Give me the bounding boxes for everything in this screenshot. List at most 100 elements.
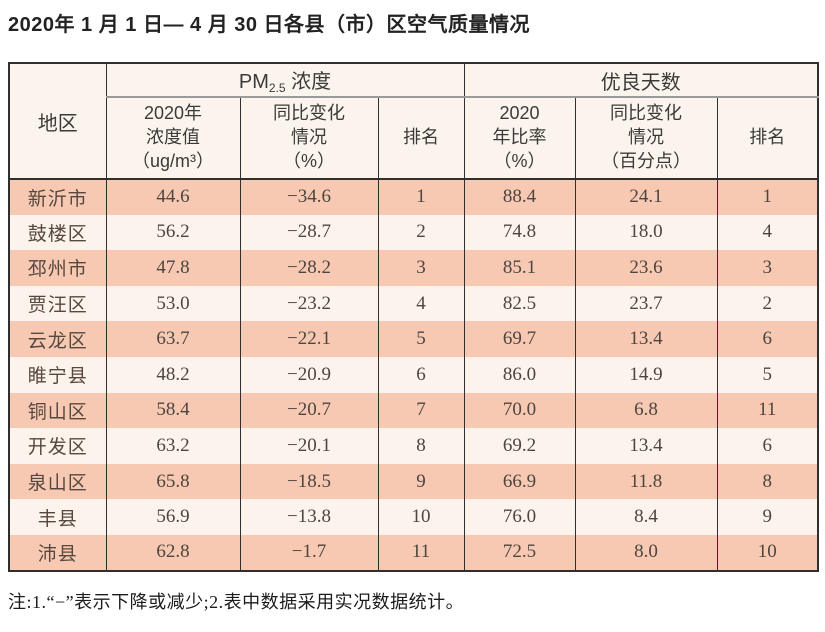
table-row: 云龙区 63.7 −22.1 5 69.7 13.4 6: [8, 321, 819, 357]
gooddays-rank-cell: 1: [716, 179, 819, 215]
pm25-rank-cell: 8: [377, 428, 465, 464]
table-row: 新沂市 44.6 −34.6 1 88.4 24.1 1: [8, 179, 819, 215]
pm25-rank-cell: 5: [377, 321, 465, 357]
table-row: 铜山区 58.4 −20.7 7 70.0 6.8 11: [8, 392, 819, 429]
table-row: 开发区 63.2 −20.1 8 69.2 13.4 6: [8, 428, 819, 464]
pm25-change-cell: −28.7: [239, 214, 378, 251]
gooddays-rate-cell: 74.8: [463, 214, 576, 251]
region-cell: 开发区: [8, 428, 106, 464]
gooddays-rate-cell: 88.4: [463, 179, 576, 215]
column-header-pm25-change: 同比变化 情况 （%）: [239, 97, 378, 180]
gooddays-change-cell: 11.8: [574, 463, 718, 500]
gooddays-rank-cell: 6: [716, 428, 819, 464]
pm25-value-cell: 47.8: [105, 250, 240, 286]
pm25-value-cell: 53.0: [105, 285, 240, 322]
pm25-rank-cell: 11: [377, 534, 465, 571]
region-cell: 沛县: [8, 534, 106, 571]
table-row: 贾汪区 53.0 −23.2 4 82.5 23.7 2: [8, 285, 819, 322]
region-cell: 云龙区: [8, 321, 106, 357]
pm25-value-cell: 48.2: [105, 356, 240, 393]
gooddays-rate-cell: 70.0: [463, 392, 576, 429]
region-cell: 丰县: [8, 499, 106, 535]
gooddays-rate-cell: 86.0: [463, 356, 576, 393]
gooddays-rate-cell: 85.1: [463, 250, 576, 286]
gooddays-change-cell: 23.6: [574, 250, 718, 286]
pm25-rank-cell: 4: [377, 285, 465, 322]
gooddays-rate-cell: 69.2: [463, 428, 576, 464]
pm25-value-cell: 44.6: [105, 179, 240, 215]
region-cell: 鼓楼区: [8, 214, 106, 251]
pm25-change-cell: −13.8: [239, 499, 378, 535]
gooddays-rate-cell: 72.5: [463, 534, 576, 571]
pm25-value-cell: 65.8: [105, 463, 240, 500]
pm25-change-cell: −1.7: [239, 534, 378, 571]
pm25-change-cell: −23.2: [239, 285, 378, 322]
table-row: 邳州市 47.8 −28.2 3 85.1 23.6 3: [8, 250, 819, 286]
pm25-change-cell: −20.7: [239, 392, 378, 429]
pm25-change-cell: −18.5: [239, 463, 378, 500]
gooddays-change-cell: 24.1: [574, 179, 718, 215]
table-row: 沛县 62.8 −1.7 11 72.5 8.0 10: [8, 534, 819, 571]
table-header: 地区 PM2.5 浓度 优良天数 2020年 浓度值 （ug/m³） 同比变化 …: [8, 63, 819, 180]
gooddays-change-cell: 6.8: [574, 392, 718, 429]
table-row: 睢宁县 48.2 −20.9 6 86.0 14.9 5: [8, 356, 819, 393]
gooddays-rank-cell: 3: [716, 250, 819, 286]
pm25-change-cell: −20.9: [239, 356, 378, 393]
air-quality-table: 地区 PM2.5 浓度 优良天数 2020年 浓度值 （ug/m³） 同比变化 …: [8, 62, 820, 572]
pm25-value-cell: 62.8: [105, 534, 240, 571]
region-cell: 贾汪区: [8, 285, 106, 322]
gooddays-rate-cell: 82.5: [463, 285, 576, 322]
table-row: 泉山区 65.8 −18.5 9 66.9 11.8 8: [8, 463, 819, 500]
gooddays-rank-cell: 2: [716, 285, 819, 322]
column-header-pm25-rank: 排名: [377, 97, 465, 180]
pm25-label-subscript: 2.5: [268, 81, 286, 95]
column-header-pm25-value: 2020年 浓度值 （ug/m³）: [105, 97, 240, 180]
column-group-good-days: 优良天数: [463, 63, 819, 98]
gooddays-rank-cell: 9: [716, 499, 819, 535]
region-cell: 铜山区: [8, 392, 106, 429]
table-row: 丰县 56.9 −13.8 10 76.0 8.4 9: [8, 499, 819, 535]
pm25-rank-cell: 7: [377, 392, 465, 429]
pm25-label-prefix: PM: [238, 71, 269, 93]
column-group-pm25: PM2.5 浓度: [105, 63, 465, 98]
pm25-value-cell: 58.4: [105, 392, 240, 429]
table-body: 新沂市 44.6 −34.6 1 88.4 24.1 1 鼓楼区 56.2 −28.7 2 74.8 1…: [8, 179, 819, 571]
gooddays-rate-cell: 69.7: [463, 321, 576, 357]
gooddays-rank-cell: 6: [716, 321, 819, 357]
column-header-gooddays-rank: 排名: [716, 97, 819, 180]
pm25-change-cell: −20.1: [239, 428, 378, 464]
column-header-gooddays-rate: 2020 年比率 （%）: [463, 97, 576, 180]
region-cell: 睢宁县: [8, 356, 106, 393]
column-header-gooddays-change: 同比变化 情况 （百分点）: [574, 97, 718, 180]
pm25-value-cell: 56.9: [105, 499, 240, 535]
gooddays-rank-cell: 10: [716, 534, 819, 571]
gooddays-rank-cell: 8: [716, 463, 819, 500]
sub-header-row: 2020年 浓度值 （ug/m³） 同比变化 情况 （%） 排名 2020 年比…: [9, 97, 819, 180]
group-header-row: 地区 PM2.5 浓度 优良天数: [8, 63, 819, 180]
footnote: 注:1.“−”表示下降或减少;2.表中数据采用实况数据统计。: [8, 591, 465, 612]
pm25-change-cell: −22.1: [239, 321, 378, 357]
pm25-value-cell: 63.2: [105, 428, 240, 464]
region-cell: 泉山区: [8, 463, 106, 500]
pm25-rank-cell: 1: [377, 179, 465, 215]
gooddays-rank-cell: 5: [716, 356, 819, 393]
page-title: 2020年 1 月 1 日— 4 月 30 日各县（市）区空气质量情况: [8, 14, 531, 36]
region-cell: 新沂市: [8, 179, 106, 215]
pm25-label-suffix: 浓度: [285, 71, 332, 93]
gooddays-rank-cell: 4: [716, 214, 819, 251]
pm25-change-cell: −34.6: [239, 179, 378, 215]
gooddays-change-cell: 8.0: [574, 534, 718, 571]
pm25-rank-cell: 10: [377, 499, 465, 535]
pm25-value-cell: 56.2: [105, 214, 240, 251]
pm25-rank-cell: 2: [377, 214, 465, 251]
pm25-rank-cell: 6: [377, 356, 465, 393]
gooddays-change-cell: 13.4: [574, 428, 718, 464]
pm25-rank-cell: 3: [377, 250, 465, 286]
gooddays-rate-cell: 66.9: [463, 463, 576, 500]
pm25-change-cell: −28.2: [239, 250, 378, 286]
gooddays-change-cell: 14.9: [574, 356, 718, 393]
gooddays-change-cell: 13.4: [574, 321, 718, 357]
gooddays-rank-cell: 11: [716, 392, 819, 429]
gooddays-change-cell: 8.4: [574, 499, 718, 535]
region-cell: 邳州市: [8, 250, 106, 286]
